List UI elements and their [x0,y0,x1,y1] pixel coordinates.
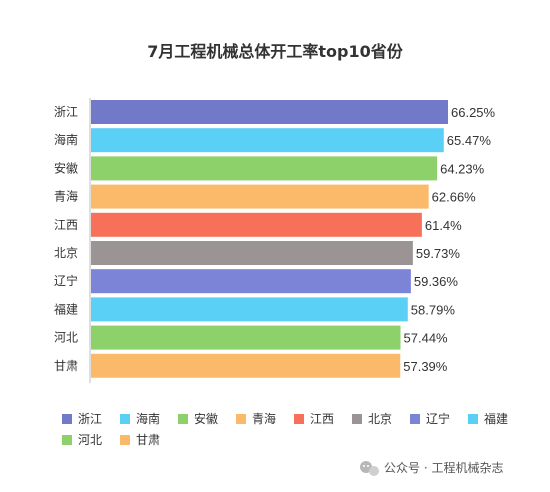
data-label: 64.23% [440,161,485,176]
legend-label: 浙江 [78,412,102,426]
legend-swatch [294,414,304,424]
legend-swatch [410,414,420,424]
bars-group: 浙江 66.25% 海南 65.47% 安徽 64.23% 青海 62.66% 江西 61.4% 北… [54,100,496,378]
chart-title: 7月工程机械总体开工率top10省份 [147,42,403,61]
legend-swatch [468,414,478,424]
legend-label: 安徽 [194,411,218,426]
legend-label: 海南 [136,411,160,426]
legend-label: 河北 [78,433,102,447]
watermark: 公众号 · 工程机械杂志 [360,460,503,476]
legend-swatch [352,414,362,424]
legend-swatch [120,435,130,445]
bar [91,269,411,294]
watermark-text: 公众号 · 工程机械杂志 [384,460,503,475]
data-label: 59.36% [414,274,459,289]
data-label: 61.4% [425,218,462,233]
legend-swatch [178,414,188,424]
category-label: 甘肃 [54,359,78,373]
category-label: 河北 [54,331,78,345]
legend-swatch [236,414,246,424]
bar [91,241,413,265]
legend-swatch [62,414,72,424]
legend-label: 甘肃 [136,433,160,447]
category-label: 福建 [54,301,78,316]
legend-label: 北京 [368,412,392,426]
data-label: 59.73% [416,246,461,261]
legend-label: 江西 [310,412,334,426]
bar [91,297,408,322]
data-label: 57.44% [404,331,449,346]
legend-label: 辽宁 [426,411,450,426]
data-label: 66.25% [451,105,496,120]
category-label: 北京 [54,246,78,260]
data-label: 57.39% [403,359,448,374]
wechat-icon [360,461,379,476]
category-label: 海南 [54,132,78,147]
legend-label: 青海 [252,411,276,426]
bar [91,184,429,209]
legend-swatch [120,414,130,424]
category-label: 安徽 [54,160,78,175]
data-label: 58.79% [411,302,456,317]
category-label: 浙江 [54,105,78,119]
category-label: 江西 [54,218,78,232]
legend-label: 福建 [484,411,508,426]
category-label: 辽宁 [54,273,78,288]
data-label: 65.47% [447,133,492,148]
bar [91,128,444,153]
bar [91,156,438,181]
legend-swatch [62,435,72,445]
bar [91,212,422,237]
bar [91,325,401,350]
data-label: 62.66% [432,190,477,205]
bar [91,100,448,124]
category-label: 青海 [54,189,78,204]
bar [91,353,401,378]
